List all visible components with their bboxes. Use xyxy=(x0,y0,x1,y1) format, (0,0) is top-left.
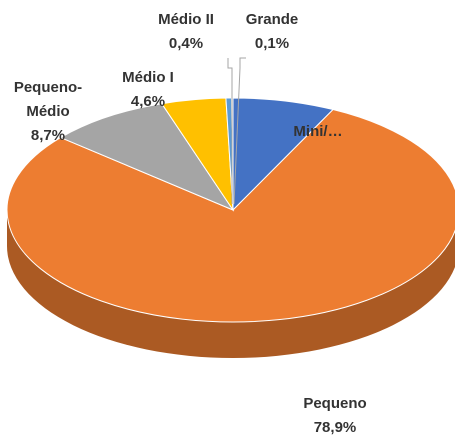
slice-label: Pequeno-Médio 8,7% xyxy=(8,76,88,148)
category-label: Grande xyxy=(245,11,299,28)
slice-label: Grande 0,1% xyxy=(246,8,299,56)
pie-slice xyxy=(6,109,455,323)
slice-label: Mini/… xyxy=(293,120,342,144)
slice-label: Médio I 4,6% xyxy=(122,66,174,114)
category-label: Pequeno-Médio xyxy=(13,79,83,120)
category-label: Médio II xyxy=(158,11,214,28)
value-label: 78,9% xyxy=(313,419,357,435)
category-label: Mini/… xyxy=(293,123,343,140)
leader-line xyxy=(227,58,233,204)
leader-line xyxy=(233,57,246,205)
value-label: 8,7% xyxy=(30,127,66,144)
category-label: Pequeno xyxy=(303,395,367,412)
category-label: Médio I xyxy=(122,69,174,86)
value-label: 0,4% xyxy=(168,35,204,52)
slice-label: Pequeno 78,9% xyxy=(303,392,366,435)
slice-label: Médio II 0,4% xyxy=(158,8,214,56)
value-label: 4,6% xyxy=(130,93,166,110)
value-label: 0,1% xyxy=(254,35,290,52)
pie-slice xyxy=(59,103,235,212)
pie-slice xyxy=(232,97,335,212)
slice-side xyxy=(7,210,455,358)
